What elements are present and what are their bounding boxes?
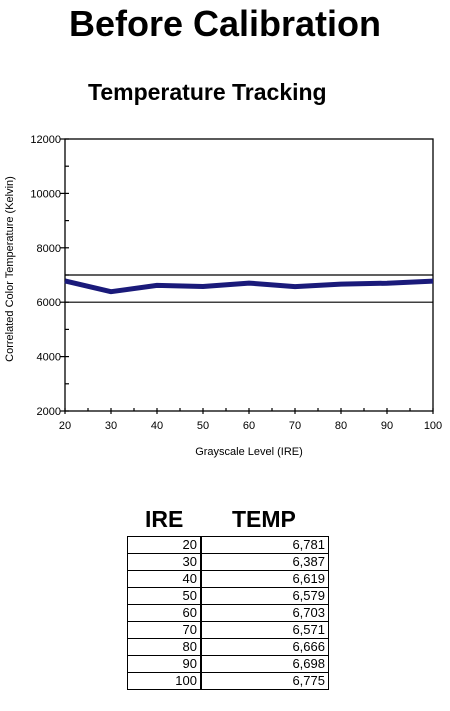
ire-cell: 60	[127, 604, 202, 622]
x-tick-label: 90	[381, 420, 393, 432]
table-row: 50 6,579	[127, 587, 329, 605]
y-tick-label: 2000	[37, 406, 61, 418]
x-tick-label: 70	[289, 420, 301, 432]
temp-cell: 6,571	[200, 621, 329, 639]
ire-cell: 20	[127, 536, 202, 554]
table-row: 30 6,387	[127, 553, 329, 571]
temp-cell: 6,619	[200, 570, 329, 588]
temp-cell: 6,781	[200, 536, 329, 554]
y-tick-label: 4000	[37, 352, 61, 364]
temperature-table: 20 6,781 30 6,387 40 6,619 50 6,579 60 6,703 70 6,5…	[127, 536, 329, 690]
series-line	[64, 278, 434, 295]
table-row: 90 6,698	[127, 655, 329, 673]
ire-cell: 40	[127, 570, 202, 588]
temperature-tracking-chart: 2000 4000 6000 8000 10000 12000 20 30 40 50 60 70 80…	[4, 134, 442, 458]
x-tick-label: 60	[243, 420, 255, 432]
x-tick-label: 30	[105, 420, 117, 432]
temp-cell: 6,666	[200, 638, 329, 656]
table-row: 60 6,703	[127, 604, 329, 622]
table-header-ire: IRE	[145, 506, 184, 532]
chart-title: Temperature Tracking	[88, 79, 327, 105]
ire-cell: 90	[127, 655, 202, 673]
ire-cell: 30	[127, 553, 202, 571]
page-title: Before Calibration	[68, 3, 382, 44]
ire-cell: 70	[127, 621, 202, 639]
x-tick-label: 100	[424, 420, 442, 432]
y-axis-label: Correlated Color Temperature (Kelvin)	[4, 176, 16, 362]
table-row: 100 6,775	[127, 672, 329, 690]
ire-cell: 50	[127, 587, 202, 605]
temp-cell: 6,703	[200, 604, 329, 622]
table-row: 20 6,781	[127, 536, 329, 554]
x-axis-label: Grayscale Level (IRE)	[195, 446, 303, 458]
x-tick-label: 20	[59, 420, 71, 432]
table-row: 70 6,571	[127, 621, 329, 639]
x-tick-label: 50	[197, 420, 209, 432]
temp-cell: 6,579	[200, 587, 329, 605]
table-row: 80 6,666	[127, 638, 329, 656]
x-tick-label: 80	[335, 420, 347, 432]
y-tick-label: 6000	[37, 297, 61, 309]
y-tick-label: 12000	[30, 134, 61, 146]
y-tick-label: 8000	[37, 243, 61, 255]
table-row: 40 6,619	[127, 570, 329, 588]
table-header-temp: TEMP	[232, 506, 296, 532]
x-tick-label: 40	[151, 420, 163, 432]
ire-cell: 100	[127, 672, 202, 690]
temp-cell: 6,698	[200, 655, 329, 673]
temp-cell: 6,775	[200, 672, 329, 690]
ire-cell: 80	[127, 638, 202, 656]
temp-cell: 6,387	[200, 553, 329, 571]
y-tick-label: 10000	[30, 188, 61, 200]
